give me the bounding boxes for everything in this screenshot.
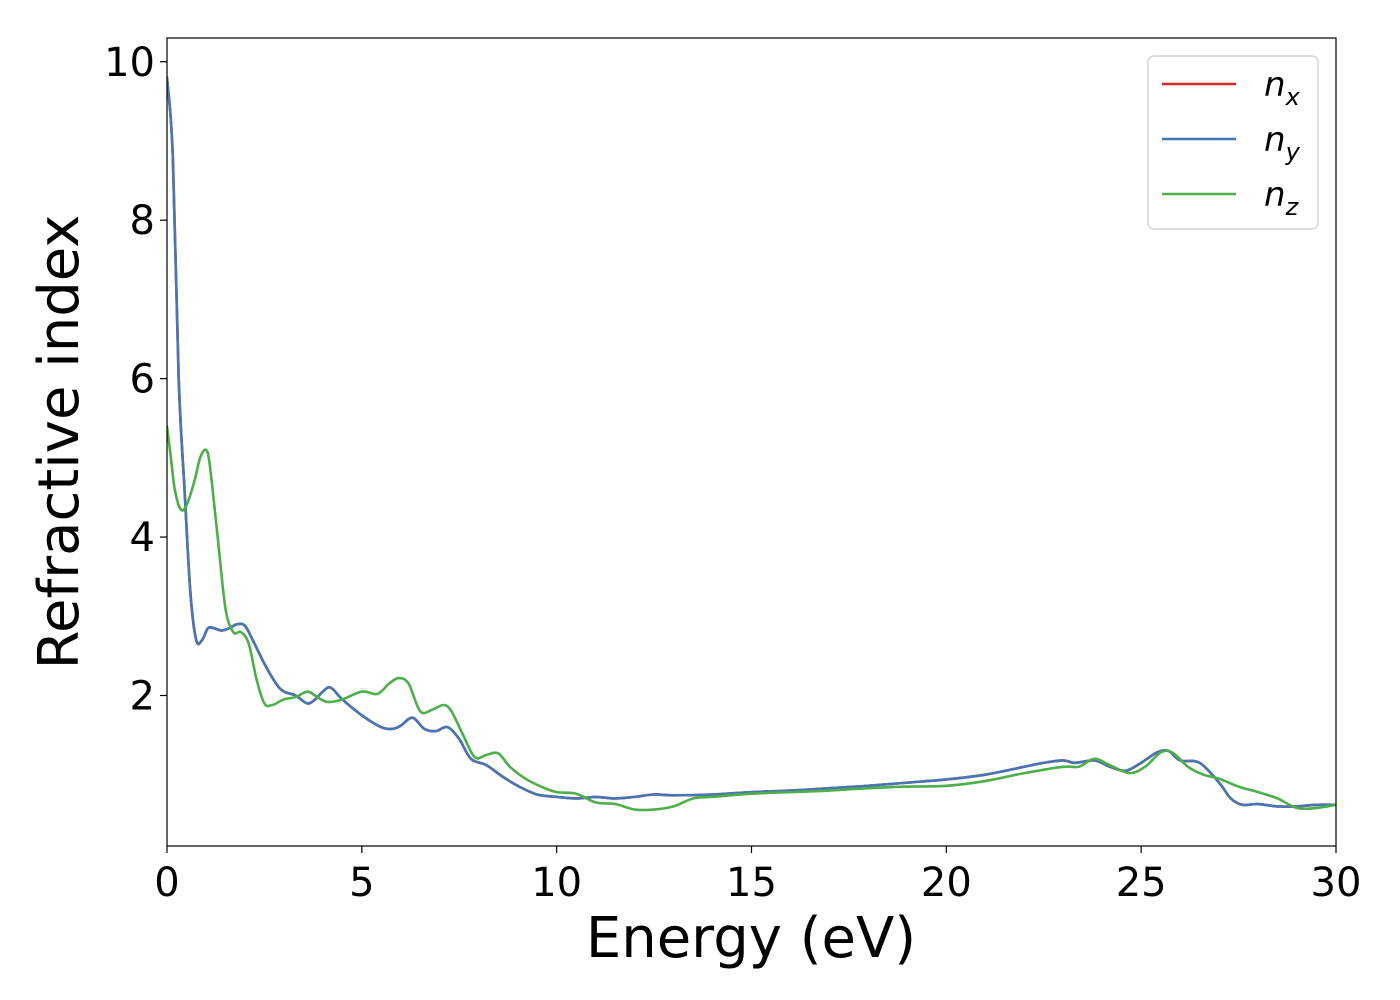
legend-label-nz: nz [1264,175,1300,221]
y-tick-label: 4 [130,515,155,561]
x-axis: 0 5 10 15 20 25 30 [154,846,1361,906]
legend-label-nx: nx [1264,65,1301,111]
x-tick-label: 25 [1116,860,1167,906]
series-line-ny [167,76,1336,808]
legend-label-ny: ny [1264,120,1301,166]
y-tick-label: 6 [130,357,155,403]
x-tick-label: 0 [154,860,179,906]
x-tick-label: 20 [921,860,972,906]
x-axis-label: Energy (eV) [586,906,916,971]
x-tick-label: 5 [349,860,374,906]
x-tick-label: 15 [726,860,777,906]
y-axis-label: Refractive index [27,215,92,670]
legend-box [1147,55,1319,230]
y-tick-label: 2 [130,673,155,719]
y-tick-label: 10 [104,40,155,86]
y-axis: 2 4 6 8 10 [104,40,167,719]
legend: nx ny nz [1147,55,1319,230]
series-layer [167,76,1336,812]
series-line-nz [167,424,1336,812]
x-tick-label: 10 [531,860,582,906]
y-tick-label: 8 [130,198,155,244]
x-tick-label: 30 [1311,860,1362,906]
